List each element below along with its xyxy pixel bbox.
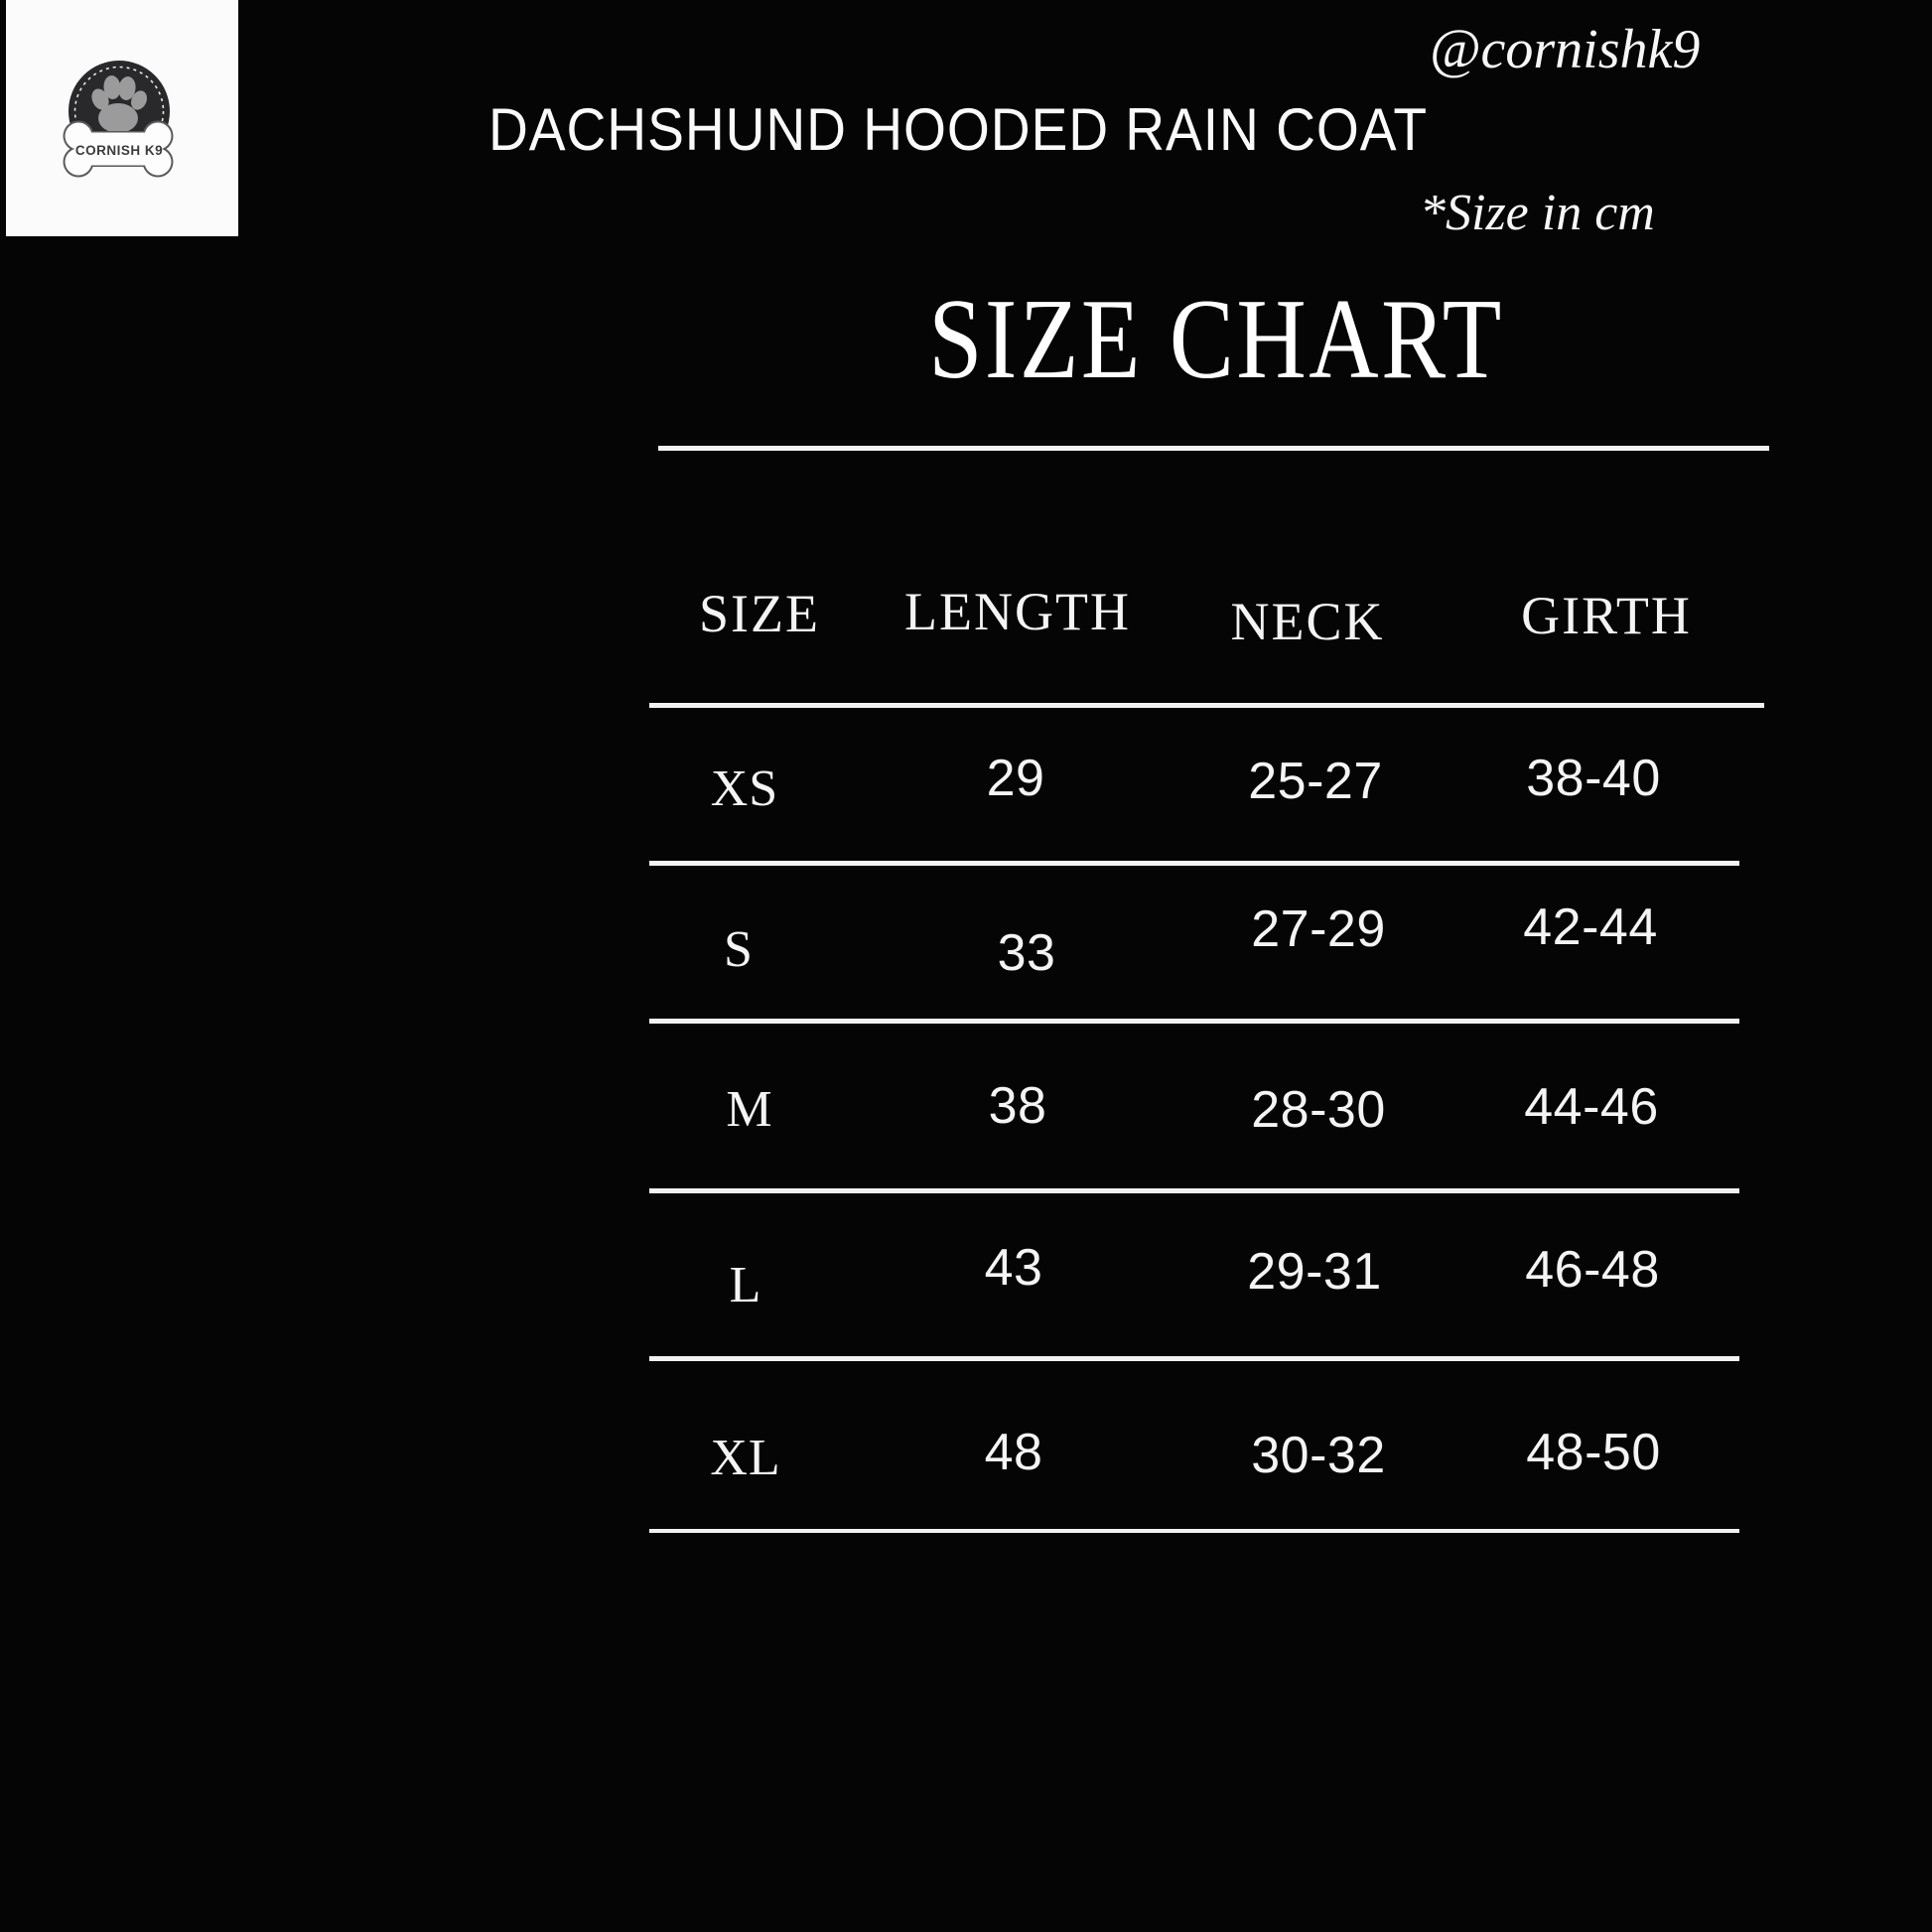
length-value: 29 bbox=[986, 750, 1045, 807]
badge-dotted-ring bbox=[73, 66, 165, 157]
size-label-xs: XS bbox=[710, 760, 779, 817]
size-label-m: M bbox=[726, 1081, 773, 1138]
divider-line bbox=[649, 1529, 1739, 1533]
brand-logo: CORNISH K9 bbox=[6, 0, 238, 236]
length-value: 43 bbox=[984, 1239, 1043, 1297]
logo-text: CORNISH K9 bbox=[75, 143, 163, 158]
girth-value: 38-40 bbox=[1526, 750, 1661, 807]
divider-line bbox=[649, 1019, 1739, 1024]
girth-value: 46-48 bbox=[1525, 1241, 1660, 1299]
product-title: DACHSHUND HOODED RAIN COAT bbox=[488, 100, 1509, 160]
neck-value: 29-31 bbox=[1247, 1243, 1382, 1301]
girth-value: 48-50 bbox=[1526, 1424, 1661, 1481]
size-label-l: L bbox=[729, 1257, 762, 1313]
neck-value: 25-27 bbox=[1248, 753, 1383, 810]
neck-value: 27-29 bbox=[1251, 900, 1386, 958]
neck-value: 28-30 bbox=[1251, 1081, 1386, 1139]
divider-line bbox=[649, 1188, 1739, 1193]
divider-line bbox=[649, 1356, 1739, 1361]
divider-line bbox=[649, 703, 1764, 708]
paw-icon bbox=[91, 75, 148, 133]
length-value: 48 bbox=[984, 1424, 1043, 1481]
neck-value: 30-32 bbox=[1251, 1427, 1386, 1484]
divider-line bbox=[649, 861, 1739, 866]
chart-title-wrap: SIZE CHART bbox=[874, 282, 1543, 397]
girth-value: 44-46 bbox=[1524, 1078, 1659, 1136]
logo-artwork: CORNISH K9 bbox=[63, 61, 174, 178]
girth-value: 42-44 bbox=[1523, 898, 1658, 956]
product-title-text: DACHSHUND HOODED RAIN COAT bbox=[488, 96, 1429, 163]
size-label-s: S bbox=[724, 921, 754, 978]
column-header-size: SIZE bbox=[699, 584, 820, 643]
column-header-girth: GIRTH bbox=[1521, 586, 1692, 645]
length-value: 33 bbox=[997, 924, 1056, 982]
divider-line bbox=[658, 446, 1769, 451]
chart-title: SIZE CHART bbox=[928, 276, 1504, 403]
size-label-xl: XL bbox=[710, 1430, 781, 1486]
instagram-handle: @cornishk9 bbox=[1430, 19, 1701, 80]
size-unit-note: *Size in cm bbox=[1420, 185, 1655, 241]
bone-shape bbox=[65, 122, 172, 176]
length-value: 38 bbox=[988, 1077, 1047, 1135]
column-header-length: LENGTH bbox=[904, 582, 1131, 641]
column-header-neck: NECK bbox=[1230, 592, 1385, 651]
